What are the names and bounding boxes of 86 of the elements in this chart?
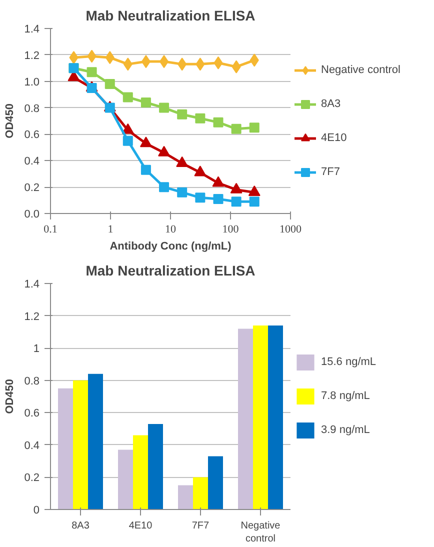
- point: [214, 56, 223, 70]
- chart-title: Mab Neutralization ELISA: [86, 262, 256, 278]
- legend-label: 7.8 ng/mL: [321, 390, 370, 402]
- legend-label: 8A3: [321, 98, 341, 110]
- point: [231, 196, 242, 207]
- point: [178, 58, 187, 71]
- bar: [58, 388, 73, 510]
- bar: [133, 435, 148, 510]
- x-tick-label: 0.1: [44, 224, 58, 236]
- point: [69, 51, 78, 64]
- y-axis-title: OD450: [4, 104, 16, 138]
- x-tick-label: 7F7: [192, 520, 210, 532]
- x-tick-label: 8A3: [72, 520, 90, 532]
- y-tick-label: 1.2: [24, 50, 40, 62]
- x-tick-label: 1000: [280, 224, 302, 236]
- point: [141, 55, 150, 68]
- bar: [193, 477, 208, 510]
- point: [122, 136, 133, 146]
- point: [123, 58, 132, 71]
- y-tick-label: 0.2: [24, 182, 40, 194]
- point: [105, 51, 114, 64]
- point: [230, 182, 242, 194]
- y-tick-label: 0.6: [24, 408, 40, 420]
- legend-label: Negative control: [321, 64, 400, 76]
- point: [140, 164, 151, 175]
- point: [250, 54, 259, 67]
- point: [195, 192, 206, 203]
- bar: [73, 380, 88, 510]
- y-tick-label: 0.2: [24, 472, 40, 484]
- y-tick-label: 0.8: [24, 102, 40, 115]
- point: [122, 123, 134, 134]
- bar: [118, 450, 133, 510]
- legend-label: 3.9 ng/mL: [321, 424, 370, 436]
- point: [140, 136, 152, 148]
- point: [104, 79, 115, 89]
- point: [212, 176, 224, 187]
- bar: [178, 485, 193, 510]
- bar: [268, 325, 283, 510]
- point: [177, 187, 188, 198]
- x-tick-label: 1: [108, 224, 114, 236]
- y-tick-label: 1.2: [24, 310, 40, 323]
- y-tick-label: 0.8: [24, 375, 40, 388]
- x-tick-label: 10: [165, 224, 176, 236]
- x-tick-label: Negative control: [240, 520, 281, 545]
- point: [158, 146, 170, 156]
- legend-label: 7F7: [321, 166, 341, 178]
- y-tick-label: 1.4: [24, 24, 40, 36]
- point: [213, 117, 224, 128]
- y-tick-label: 0.6: [24, 129, 40, 142]
- point: [159, 182, 170, 192]
- point: [248, 186, 260, 196]
- x-tick-label: 4E10: [128, 520, 153, 532]
- bar: [208, 456, 223, 510]
- x-tick-label: 100: [222, 224, 240, 236]
- point: [194, 166, 206, 176]
- point: [213, 194, 224, 204]
- y-tick-label: 0.4: [24, 440, 40, 452]
- y-tick-label: 1.0: [24, 76, 40, 88]
- legend-label: 15.6 ng/mL: [321, 356, 376, 368]
- point: [122, 92, 133, 102]
- point: [176, 156, 188, 167]
- point: [249, 122, 260, 133]
- point: [160, 55, 169, 68]
- point: [159, 102, 170, 113]
- bar: [253, 325, 268, 510]
- y-tick-label: 1: [33, 343, 40, 356]
- y-tick-label: 1.4: [24, 278, 40, 290]
- y-tick-label: 0.0: [24, 208, 40, 220]
- point: [140, 98, 151, 108]
- bar: [238, 328, 253, 510]
- legend-label: 4E10: [321, 132, 347, 144]
- x-axis-title: Antibody Conc (ng/mL): [110, 240, 232, 252]
- bar: [148, 424, 163, 510]
- y-tick-label: 0.4: [24, 156, 40, 168]
- point: [231, 124, 242, 134]
- point: [249, 196, 260, 207]
- bar: [88, 374, 103, 510]
- point: [196, 58, 205, 71]
- y-axis-title: OD450: [4, 379, 16, 414]
- point: [87, 50, 96, 63]
- chart-title: Mab Neutralization ELISA: [86, 8, 256, 24]
- point: [232, 60, 241, 74]
- point: [195, 113, 206, 124]
- point: [177, 109, 188, 120]
- y-tick-label: 0: [33, 504, 40, 516]
- point: [86, 67, 97, 78]
